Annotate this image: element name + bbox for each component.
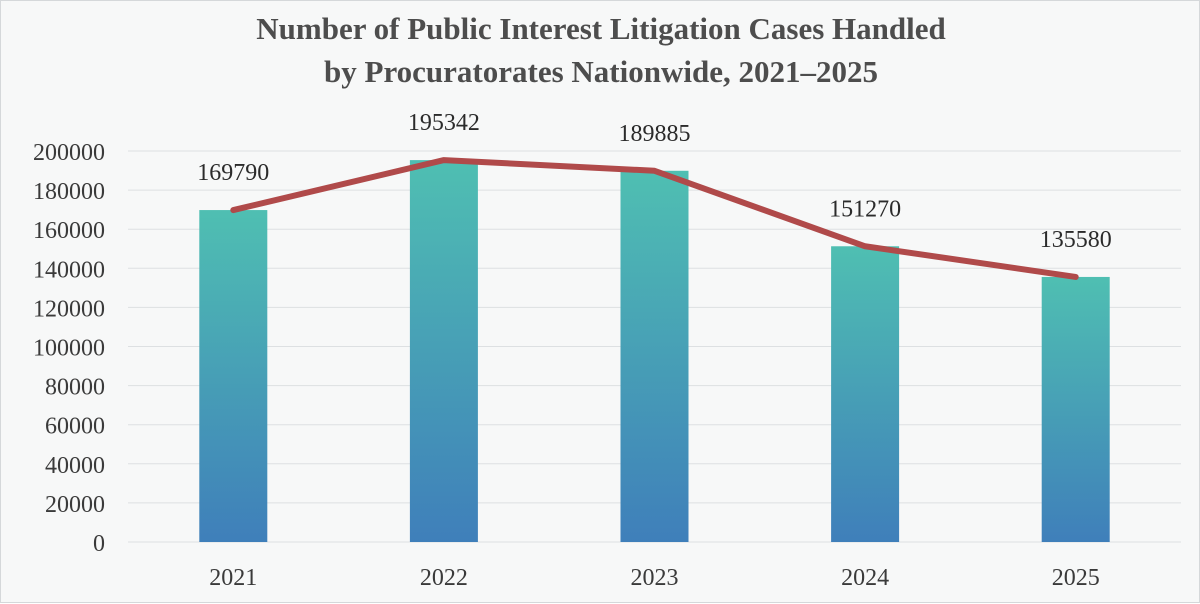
bar <box>831 246 900 542</box>
y-tick-label: 80000 <box>45 375 105 401</box>
y-tick-label: 160000 <box>33 218 105 244</box>
y-tick-label: 120000 <box>33 296 105 322</box>
x-axis-tick-labels: 2021 2022 2023 2024 2025 <box>209 565 1099 591</box>
x-tick-label: 2024 <box>841 565 889 591</box>
y-tick-label: 40000 <box>45 453 105 479</box>
bar <box>199 210 268 542</box>
chart-title-line-2: by Procuratorates Nationwide, 2021–2025 <box>324 54 878 89</box>
chart-title-line-1: Number of Public Interest Litigation Cas… <box>256 11 946 46</box>
y-tick-label: 100000 <box>33 336 105 362</box>
trend-line-layer <box>230 157 1079 280</box>
x-tick-label: 2025 <box>1052 565 1100 591</box>
data-label: 189885 <box>619 121 691 147</box>
y-axis-tick-labels: 0 20000 40000 60000 80000 100000 120000 140000 1… <box>33 140 105 557</box>
y-tick-label: 60000 <box>45 414 105 440</box>
bar <box>409 160 478 542</box>
y-tick-label: 20000 <box>45 492 105 518</box>
bar <box>1041 276 1110 542</box>
x-tick-label: 2023 <box>631 565 679 591</box>
data-label: 135580 <box>1040 227 1112 253</box>
y-tick-label: 180000 <box>33 179 105 205</box>
y-tick-label: 140000 <box>33 257 105 283</box>
data-label: 169790 <box>197 160 269 186</box>
bar <box>620 170 689 542</box>
y-tick-label: 200000 <box>33 140 105 166</box>
data-label: 151270 <box>829 196 901 222</box>
trend-line <box>230 157 1079 280</box>
bars <box>199 160 1110 542</box>
data-labels: 169790 195342 189885 151270 135580 <box>197 110 1111 253</box>
x-tick-label: 2021 <box>209 565 257 591</box>
x-tick-label: 2022 <box>420 565 468 591</box>
y-tick-label: 0 <box>93 531 105 557</box>
data-label: 195342 <box>408 110 480 136</box>
